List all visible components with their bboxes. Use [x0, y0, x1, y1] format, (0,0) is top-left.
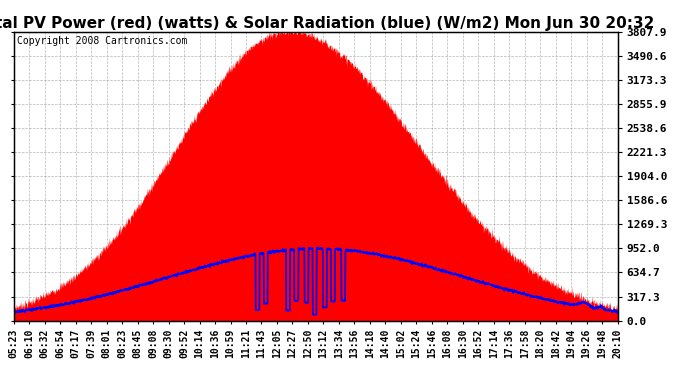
Title: Total PV Power (red) (watts) & Solar Radiation (blue) (W/m2) Mon Jun 30 20:32: Total PV Power (red) (watts) & Solar Rad… — [0, 16, 655, 31]
Text: Copyright 2008 Cartronics.com: Copyright 2008 Cartronics.com — [17, 36, 187, 46]
